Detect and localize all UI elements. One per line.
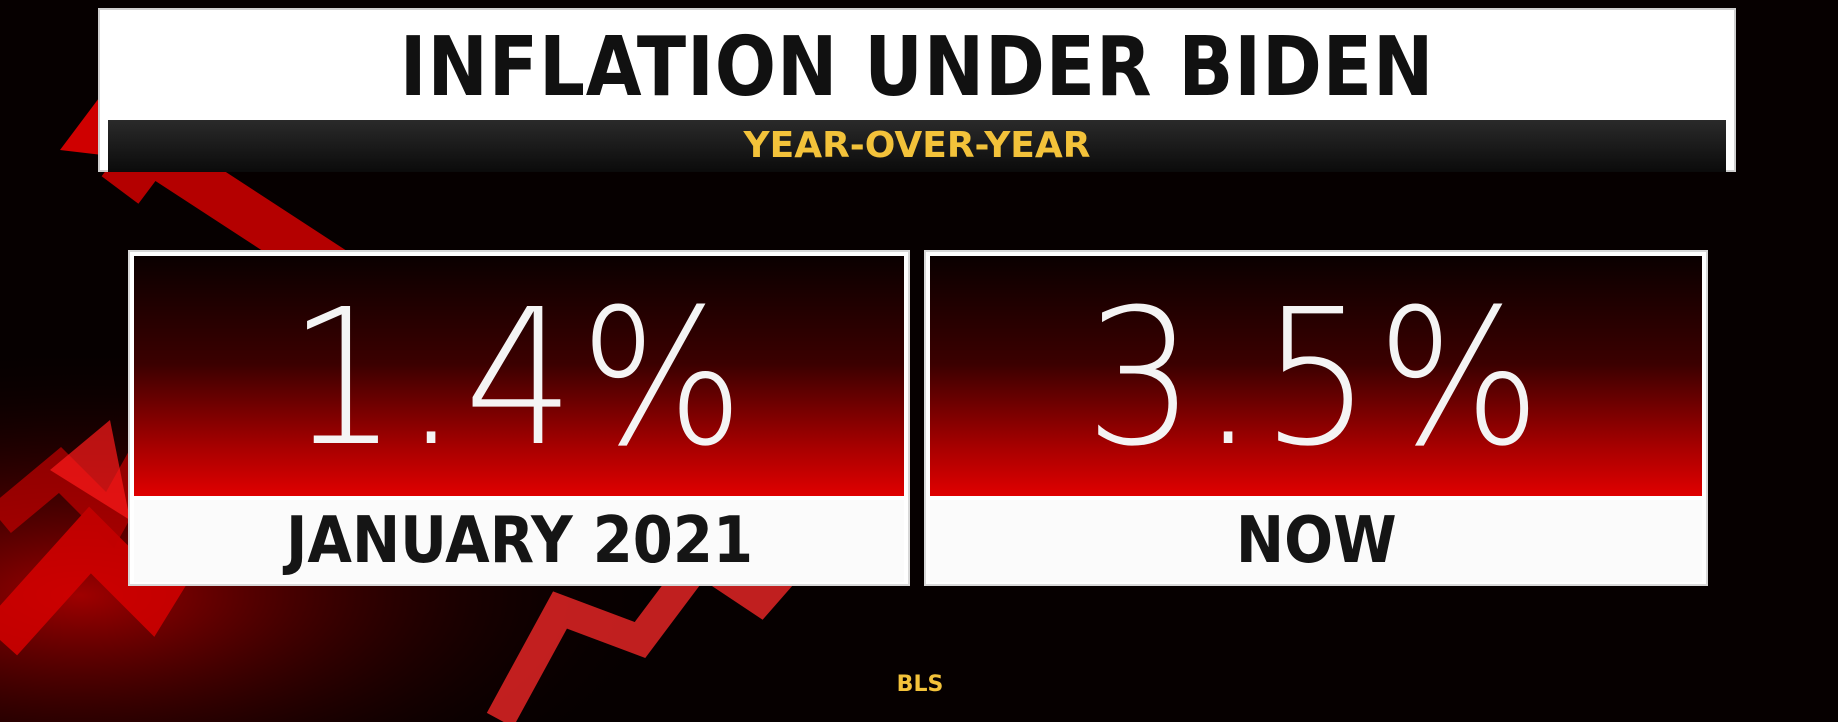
title-banner: INFLATION UNDER BIDEN YEAR-OVER-YEAR xyxy=(98,8,1736,172)
subtitle-bar: YEAR-OVER-YEAR xyxy=(108,120,1726,172)
stat-value-area: 3.5% xyxy=(930,256,1702,496)
stat-panel-january-2021: 1.4% JANUARY 2021 xyxy=(128,250,910,586)
stat-label: NOW xyxy=(1235,504,1397,578)
stat-value: 3.5% xyxy=(1085,269,1547,488)
stat-label-area: JANUARY 2021 xyxy=(134,500,904,582)
stat-label-area: NOW xyxy=(930,500,1702,582)
subtitle-text: YEAR-OVER-YEAR xyxy=(743,125,1091,166)
source-credit: BLS xyxy=(896,672,944,697)
page-title: INFLATION UNDER BIDEN xyxy=(399,20,1435,115)
stat-value-area: 1.4% xyxy=(134,256,904,496)
stat-panel-now: 3.5% NOW xyxy=(924,250,1708,586)
stat-label: JANUARY 2021 xyxy=(285,504,753,578)
stat-value: 1.4% xyxy=(288,269,750,488)
